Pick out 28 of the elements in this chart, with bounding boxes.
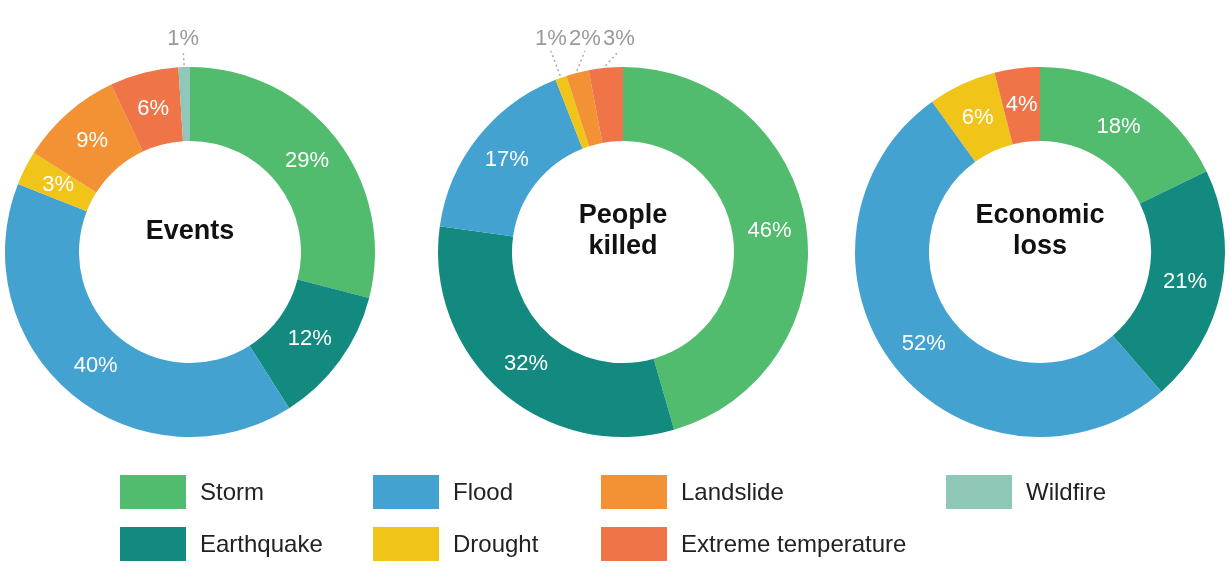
legend-label: Earthquake xyxy=(200,530,323,558)
data-label: 52% xyxy=(901,329,946,355)
data-label: 18% xyxy=(1096,112,1141,138)
legend-label: Extreme temperature xyxy=(681,530,907,558)
data-label: 6% xyxy=(961,103,994,129)
legend-label: Flood xyxy=(453,478,514,506)
data-label: 2% xyxy=(568,25,601,51)
data-label: 17% xyxy=(484,146,529,172)
data-label: 3% xyxy=(42,170,75,196)
legend-label: Storm xyxy=(200,478,265,506)
data-label: 29% xyxy=(284,147,329,173)
data-label: 1% xyxy=(534,25,567,51)
data-label: 6% xyxy=(137,94,170,120)
data-label: 1% xyxy=(167,25,200,51)
legend-label: Landslide xyxy=(681,478,784,506)
data-label: 12% xyxy=(287,325,332,351)
text: Events xyxy=(144,213,236,247)
legend-label: Wildfire xyxy=(1026,478,1107,506)
text: Economic loss xyxy=(974,199,1106,260)
legend-label: Drought xyxy=(453,530,539,558)
data-label: 4% xyxy=(1005,91,1038,117)
data-label: 3% xyxy=(602,25,635,51)
data-label: 9% xyxy=(76,127,109,153)
text: People killed xyxy=(577,199,669,260)
data-label: 32% xyxy=(503,349,548,375)
data-label: 21% xyxy=(1162,267,1208,293)
data-label: 46% xyxy=(747,217,792,243)
data-label: 40% xyxy=(73,352,118,378)
